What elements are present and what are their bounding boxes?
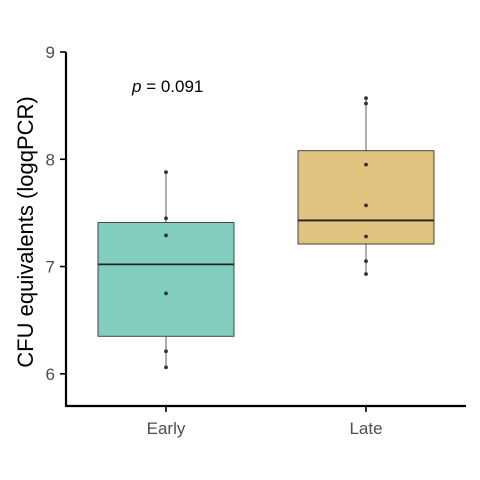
data-point: [364, 234, 368, 239]
p-value-symbol: p: [131, 77, 141, 96]
data-point: [164, 216, 168, 221]
p-value-annotation: p = 0.091: [131, 77, 203, 96]
y-tick-label: 8: [46, 150, 55, 169]
data-point: [364, 101, 368, 106]
box-early: [97, 222, 235, 337]
plot-area: [97, 96, 435, 370]
p-value-text: = 0.091: [141, 77, 203, 96]
y-axis-label: CFU equivalents (logqPCR): [13, 96, 38, 367]
data-point: [164, 349, 168, 354]
data-point: [364, 272, 368, 276]
data-point: [164, 365, 168, 370]
data-point: [364, 96, 368, 101]
y-tick-label: 9: [46, 43, 55, 62]
box-group-early: [97, 170, 235, 370]
x-axis-ticks: Early Late: [147, 406, 383, 438]
data-point: [164, 291, 168, 296]
data-point: [164, 233, 168, 238]
y-tick-label: 6: [46, 365, 55, 384]
data-point: [164, 170, 168, 175]
y-axis-ticks: 6 7 8 9: [46, 43, 66, 384]
x-tick-label: Early: [147, 419, 186, 438]
data-point: [364, 203, 368, 208]
y-tick-label: 7: [46, 258, 55, 277]
data-point: [364, 162, 368, 167]
x-tick-label: Late: [349, 419, 382, 438]
box-group-late: [297, 96, 435, 276]
data-point: [364, 259, 368, 264]
